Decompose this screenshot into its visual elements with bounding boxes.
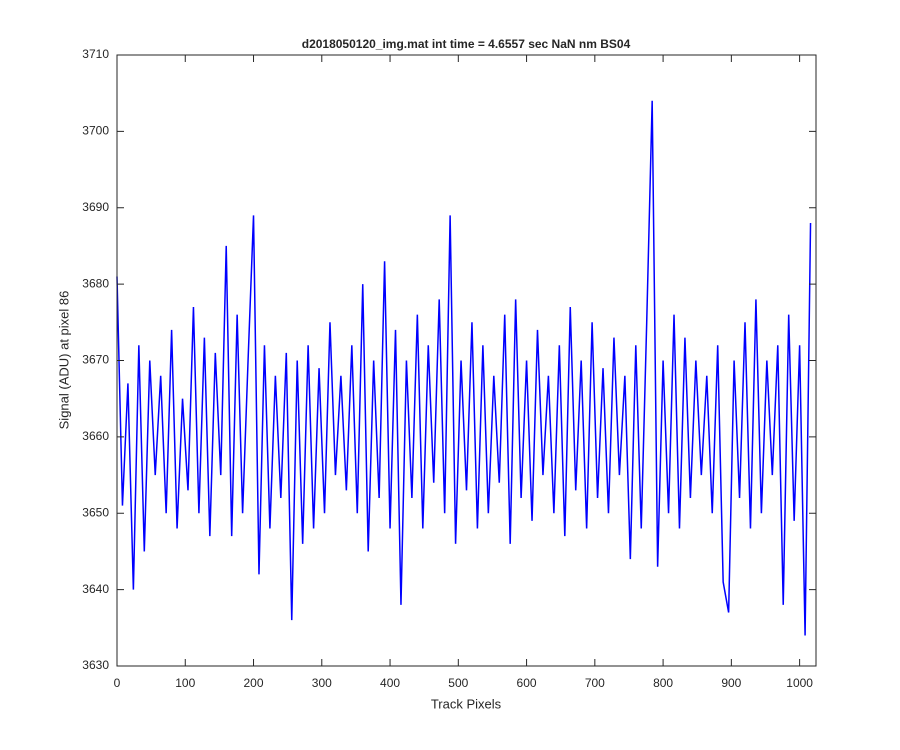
y-tick-label: 3650 [82,505,109,519]
y-tick-label: 3680 [82,276,109,290]
x-tick-label: 0 [114,676,121,690]
data-line [116,100,812,636]
x-tick-label: 1000 [786,676,813,690]
y-tick-label: 3710 [82,47,109,61]
x-tick-label: 800 [653,676,673,690]
y-tick-label: 3630 [82,658,109,672]
x-tick-label: 900 [721,676,741,690]
x-tick-label: 400 [380,676,400,690]
chart-title: d2018050120_img.mat int time = 4.6557 se… [302,37,631,51]
x-tick-label: 200 [244,676,264,690]
y-tick-label: 3640 [82,582,109,596]
x-tick-label: 700 [585,676,605,690]
y-tick-label: 3700 [82,124,109,138]
x-tick-label: 300 [312,676,332,690]
y-tick-label: 3670 [82,353,109,367]
x-tick-label: 500 [448,676,468,690]
y-tick-label: 3690 [82,200,109,214]
x-tick-label: 100 [175,676,195,690]
x-tick-label: 600 [517,676,537,690]
x-axis-label: Track Pixels [431,696,502,711]
plot-frame [116,54,817,667]
y-tick-label: 3660 [82,429,109,443]
y-axis-label: Signal (ADU) at pixel 86 [56,291,71,430]
